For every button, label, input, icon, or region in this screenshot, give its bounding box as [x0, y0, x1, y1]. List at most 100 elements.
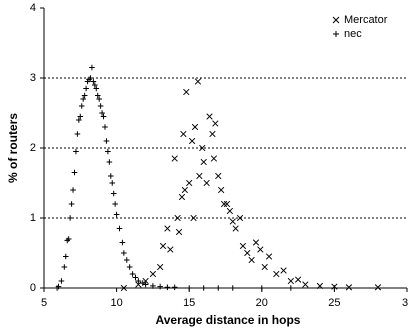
- point: [80, 96, 87, 102]
- point: [331, 285, 338, 291]
- point: [280, 267, 287, 274]
- point: [164, 225, 171, 232]
- point: [62, 253, 69, 260]
- point: [236, 214, 244, 222]
- point: [273, 270, 280, 278]
- point: [181, 186, 188, 194]
- point: [215, 172, 222, 180]
- point: [188, 137, 196, 145]
- point: [288, 285, 294, 291]
- point: [105, 148, 111, 155]
- x-tick-label: 10: [110, 297, 122, 309]
- point: [220, 200, 228, 208]
- point: [83, 85, 89, 92]
- point: [90, 78, 97, 85]
- x-tick-label: 15: [183, 297, 195, 309]
- point: [77, 113, 84, 120]
- point: [74, 131, 81, 137]
- point: [374, 284, 382, 291]
- point: [223, 200, 231, 208]
- point: [244, 249, 251, 257]
- point: [171, 155, 178, 162]
- point: [171, 284, 178, 291]
- point: [159, 242, 167, 250]
- point: [190, 214, 197, 222]
- point: [78, 103, 85, 109]
- point: [175, 228, 183, 236]
- point: [257, 246, 264, 253]
- point: [110, 190, 117, 197]
- point: [96, 96, 102, 102]
- point: [212, 120, 219, 127]
- point: [121, 250, 127, 256]
- point: [70, 187, 76, 193]
- point: [67, 215, 73, 221]
- legend-label: Mercator: [344, 14, 388, 26]
- point: [55, 283, 62, 290]
- point: [142, 281, 149, 288]
- point: [232, 225, 239, 232]
- point: [180, 130, 187, 138]
- point: [186, 285, 192, 291]
- point: [109, 180, 116, 186]
- point: [215, 285, 222, 291]
- point: [345, 284, 353, 291]
- point: [178, 193, 186, 201]
- point: [71, 169, 78, 176]
- point: [302, 281, 309, 288]
- point: [239, 242, 247, 250]
- point: [76, 117, 82, 123]
- point: [194, 78, 202, 85]
- point: [123, 257, 130, 263]
- point: [287, 277, 294, 285]
- point: [97, 103, 104, 109]
- legend-marker: [333, 31, 339, 37]
- point: [58, 278, 65, 284]
- point: [129, 271, 136, 277]
- point: [64, 237, 71, 244]
- y-tick-label: 1: [30, 212, 36, 224]
- point: [206, 113, 213, 120]
- x-tick-label: 20: [256, 297, 268, 309]
- point: [81, 92, 88, 99]
- point: [73, 148, 79, 155]
- point: [252, 239, 260, 246]
- point: [103, 138, 110, 144]
- point: [102, 124, 108, 130]
- point: [199, 144, 206, 152]
- point: [259, 285, 265, 291]
- point: [265, 253, 273, 260]
- point: [100, 113, 107, 120]
- x-tick-label: 25: [328, 297, 340, 309]
- point: [248, 256, 255, 264]
- point: [116, 225, 123, 232]
- point: [93, 85, 100, 92]
- point: [112, 201, 118, 207]
- point: [316, 282, 324, 290]
- x-tick-label: 3: [402, 297, 408, 309]
- point: [61, 264, 68, 270]
- point: [217, 186, 225, 194]
- point: [99, 110, 105, 116]
- point: [229, 285, 236, 291]
- point: [94, 92, 101, 99]
- x-tick-label: 5: [41, 297, 47, 309]
- point: [113, 211, 120, 218]
- point: [196, 172, 203, 180]
- y-tick-label: 4: [30, 2, 36, 14]
- point: [139, 280, 146, 286]
- point: [92, 82, 98, 88]
- point: [200, 285, 207, 291]
- point: [183, 88, 190, 96]
- point: [294, 276, 302, 283]
- point: [157, 283, 163, 290]
- point: [107, 173, 114, 179]
- point: [200, 158, 207, 166]
- point: [191, 123, 199, 131]
- point: [261, 263, 268, 271]
- point: [149, 270, 157, 278]
- point: [106, 159, 113, 165]
- point: [157, 263, 164, 271]
- point: [203, 179, 210, 187]
